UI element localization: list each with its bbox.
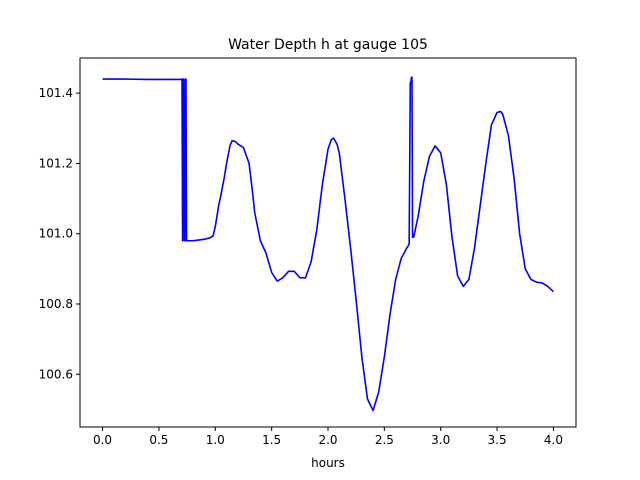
- x-tick-label: 3.5: [488, 433, 507, 447]
- x-tick-label: 1.5: [262, 433, 281, 447]
- x-axis-label: hours: [311, 456, 345, 470]
- plot-area: [102, 76, 554, 412]
- series-line-0: [102, 76, 554, 412]
- x-tick-label: 2.5: [375, 433, 394, 447]
- y-tick-label: 101.2: [39, 156, 73, 170]
- y-tick-label: 101.0: [39, 227, 73, 241]
- x-tick-label: 0.0: [93, 433, 112, 447]
- x-tick-label: 2.0: [318, 433, 337, 447]
- x-tick-label: 4.0: [544, 433, 563, 447]
- y-tick-label: 100.6: [39, 367, 73, 381]
- x-tick-label: 3.0: [431, 433, 450, 447]
- chart-title: Water Depth h at gauge 105: [228, 37, 428, 53]
- y-tick-label: 100.8: [39, 297, 73, 311]
- y-axis: 100.6 100.8 101.0 101.2 101.4: [39, 86, 80, 381]
- x-tick-label: 0.5: [149, 433, 168, 447]
- x-axis: 0.0 0.5 1.0 1.5 2.0 2.5 3.0 3.5 4.0: [93, 427, 563, 447]
- y-tick-label: 101.4: [39, 86, 73, 100]
- x-tick-label: 1.0: [206, 433, 225, 447]
